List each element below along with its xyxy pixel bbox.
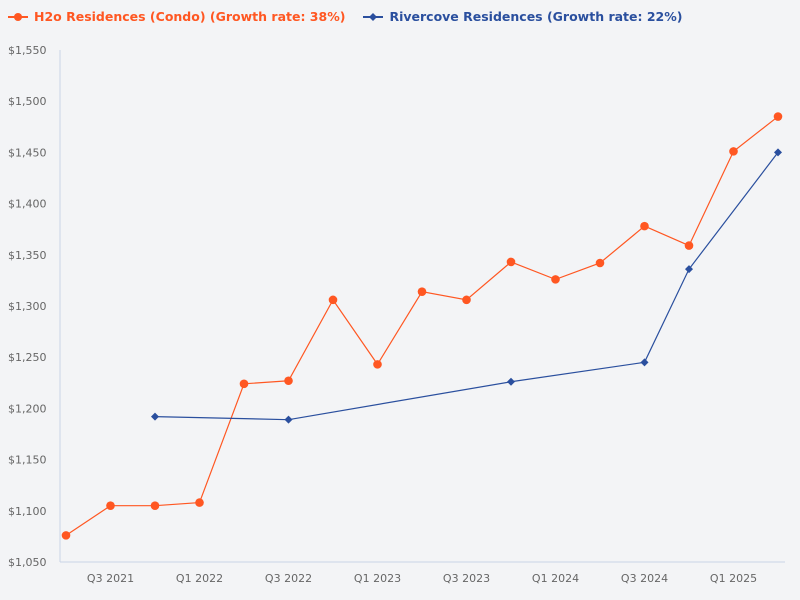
data-point [640,221,649,231]
x-tick-label: Q3 2021 [87,572,134,585]
y-tick-label: $1,100 [8,505,47,518]
series-group [61,112,783,540]
legend-item-rivercove[interactable]: Rivercove Residences (Growth rate: 22%) [363,9,683,24]
data-point [462,295,471,305]
x-axis: Q3 2021 Q1 2022 Q3 2022 Q1 2023 Q3 2023 Q1 20… [87,572,757,585]
y-tick-label: $1,300 [8,300,47,313]
y-tick-label: $1,550 [8,44,47,57]
series-line-0 [65,116,779,536]
data-point [507,377,515,386]
x-tick-label: Q1 2025 [710,572,757,585]
data-point [239,379,249,389]
data-point [595,258,605,268]
data-point [373,360,382,369]
circle-marker-icon [8,12,28,21]
data-point [684,241,694,250]
data-point [328,295,338,305]
x-tick-label: Q1 2023 [354,572,401,585]
y-tick-label: $1,450 [8,146,47,159]
y-tick-label: $1,150 [8,454,47,467]
data-point [729,147,738,156]
x-tick-label: Q1 2022 [176,572,223,585]
data-point [61,531,71,540]
data-point [195,498,204,507]
data-point [773,112,783,121]
data-point [284,415,293,424]
legend-label: Rivercove Residences (Growth rate: 22%) [389,9,683,24]
y-tick-label: $1,350 [8,249,47,262]
data-point [417,287,427,296]
data-point [551,275,560,284]
y-tick-label: $1,500 [8,95,47,108]
legend-label: H2o Residences (Condo) (Growth rate: 38%… [34,9,346,24]
y-tick-label: $1,250 [8,351,47,364]
x-tick-label: Q3 2023 [443,572,490,585]
legend-item-h2o[interactable]: H2o Residences (Condo) (Growth rate: 38%… [8,9,345,24]
data-point [150,501,160,510]
data-point [284,376,293,386]
y-tick-label: $1,400 [8,198,47,211]
diamond-marker-icon [363,12,384,21]
data-point [506,257,516,267]
x-tick-label: Q1 2024 [532,572,579,585]
data-point [151,412,159,421]
data-point [774,148,782,157]
x-tick-label: Q3 2022 [265,572,312,585]
data-point [685,265,693,274]
legend: H2o Residences (Condo) (Growth rate: 38%… [8,9,683,24]
data-point [106,501,115,510]
data-point [640,358,649,367]
y-tick-label: $1,200 [8,402,47,415]
y-axis: $1,050 $1,100 $1,150 $1,200 $1,250 $1,300 $1,3… [8,44,47,569]
y-tick-label: $1,050 [8,556,47,569]
series-line-1 [154,152,779,421]
x-tick-label: Q3 2024 [621,572,668,585]
